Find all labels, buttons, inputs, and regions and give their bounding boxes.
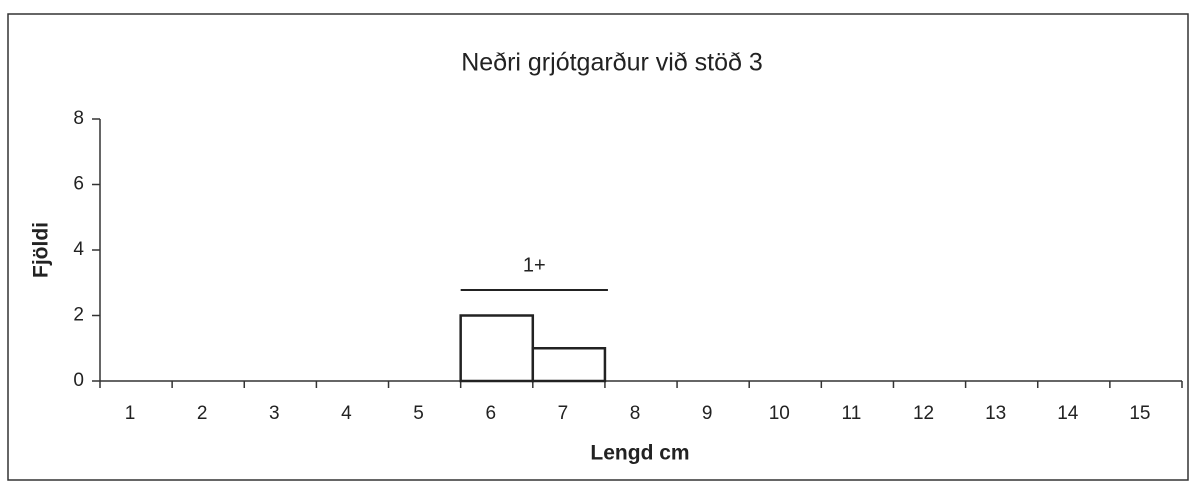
y-tick-label: 4	[73, 239, 84, 260]
x-tick-label: 15	[1129, 403, 1150, 424]
chart-title: Neðri grjótgarður við stöð 3	[461, 49, 763, 77]
x-tick-label: 14	[1057, 403, 1079, 424]
bar	[459, 314, 535, 383]
x-tick-label: 6	[485, 403, 496, 424]
x-tick-label: 9	[702, 403, 713, 424]
y-tick-label: 2	[73, 305, 84, 326]
x-tick-label: 12	[913, 403, 934, 424]
x-tick-label: 11	[842, 403, 862, 424]
x-tick-label: 13	[985, 403, 1006, 424]
y-axis-label: Fjöldi	[30, 222, 53, 278]
x-tick-label: 10	[769, 403, 790, 424]
x-tick-label: 1	[125, 403, 136, 424]
y-tick-label: 0	[73, 370, 84, 391]
x-tick-label: 3	[269, 403, 280, 424]
x-tick-label: 2	[197, 403, 208, 424]
x-tick-label: 7	[558, 403, 569, 424]
y-tick-label: 8	[73, 108, 84, 129]
y-tick-label: 6	[73, 174, 84, 195]
x-tick-label: 4	[341, 403, 352, 424]
annotation: 1+	[523, 254, 546, 276]
bar	[531, 347, 607, 383]
x-axis-label: Lengd cm	[590, 442, 689, 465]
frame	[7, 13, 1189, 481]
x-tick-label: 5	[413, 403, 424, 424]
x-tick-label: 8	[630, 403, 641, 424]
